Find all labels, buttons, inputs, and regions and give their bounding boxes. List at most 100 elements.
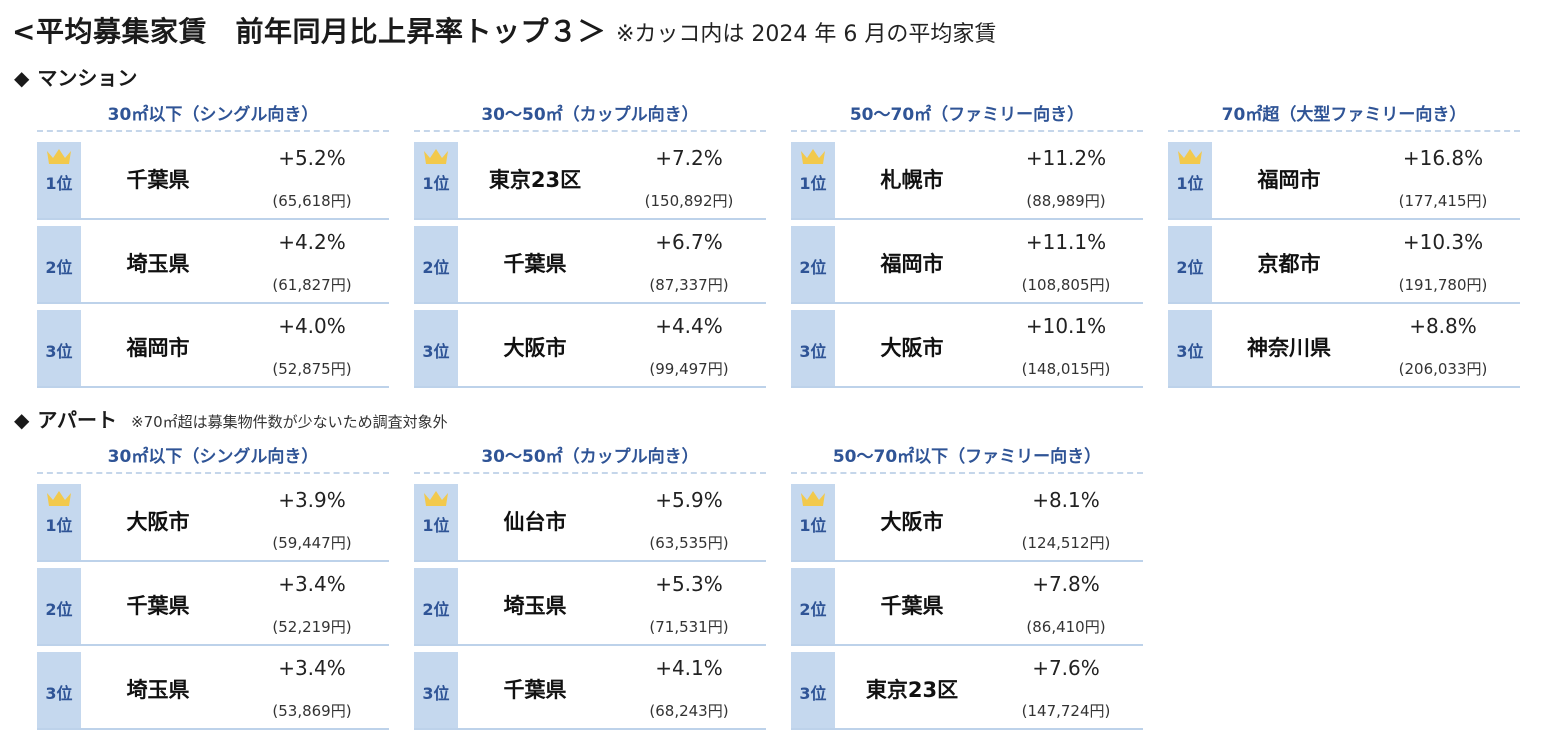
table-row: 3位 埼玉県 +3.4% (53,869円) bbox=[37, 652, 389, 730]
table-row: 1位 札幌市 +11.2% (88,989円) bbox=[791, 142, 1143, 220]
rank-label: 1位 bbox=[799, 516, 827, 535]
average-rent: (86,410円) bbox=[1026, 618, 1106, 636]
rank-cell: 2位 bbox=[37, 226, 81, 302]
crown-icon bbox=[801, 491, 825, 506]
table-row: 2位 埼玉県 +5.3% (71,531円) bbox=[414, 568, 766, 646]
increase-rate: +5.2% bbox=[278, 146, 346, 170]
table-row: 1位 仙台市 +5.9% (63,535円) bbox=[414, 484, 766, 562]
title-note: ※カッコ内は 2024 年 6 月の平均家賃 bbox=[615, 22, 997, 47]
rank-cell: 3位 bbox=[791, 310, 835, 386]
page-title: <平均募集家賃 前年同月比上昇率トップ３＞ ※カッコ内は 2024 年 6 月の… bbox=[12, 10, 996, 50]
group-header: 70㎡超（大型ファミリー向き） bbox=[1168, 100, 1520, 132]
rank-cell: 1位 bbox=[414, 142, 458, 218]
increase-rate: +4.1% bbox=[655, 656, 723, 680]
table-row: 1位 東京23区 +7.2% (150,892円) bbox=[414, 142, 766, 220]
average-rent: (71,531円) bbox=[649, 618, 729, 636]
rank-cell: 2位 bbox=[1168, 226, 1212, 302]
rank-cell: 1位 bbox=[791, 484, 835, 560]
average-rent: (52,875円) bbox=[272, 360, 352, 378]
ranking-group: 30㎡以下（シングル向き） 1位 大阪市 +3.9% (59,447円) 2位 千葉県 +3.… bbox=[37, 442, 389, 736]
ranking-rows: 1位 福岡市 +16.8% (177,415円) 2位 京都市 +10.3% (191,780… bbox=[1168, 142, 1520, 388]
ranking-group: 30～50㎡（カップル向き） 1位 仙台市 +5.9% (63,535円) 2位 埼玉県 +5… bbox=[414, 442, 766, 736]
section-name: マンション bbox=[37, 66, 138, 90]
table-row: 3位 千葉県 +4.1% (68,243円) bbox=[414, 652, 766, 730]
table-row: 2位 埼玉県 +4.2% (61,827円) bbox=[37, 226, 389, 304]
average-rent: (68,243円) bbox=[649, 702, 729, 720]
city-name: 大阪市 bbox=[880, 510, 944, 534]
section-apart-label: ◆ アパート ※70㎡超は募集物件数が少ないため調査対象外 bbox=[14, 404, 448, 433]
ranking-rows: 1位 札幌市 +11.2% (88,989円) 2位 福岡市 +11.1% (108,805円… bbox=[791, 142, 1143, 388]
table-row: 1位 福岡市 +16.8% (177,415円) bbox=[1168, 142, 1520, 220]
table-row: 2位 千葉県 +6.7% (87,337円) bbox=[414, 226, 766, 304]
rank-cell: 2位 bbox=[414, 568, 458, 644]
group-header: 50～70㎡以下（ファミリー向き） bbox=[791, 442, 1143, 474]
increase-rate: +11.2% bbox=[1025, 146, 1107, 170]
rank-label: 3位 bbox=[422, 342, 450, 361]
increase-rate: +6.7% bbox=[655, 230, 723, 254]
increase-rate: +10.1% bbox=[1025, 314, 1107, 338]
increase-rate: +7.8% bbox=[1032, 572, 1100, 596]
average-rent: (108,805円) bbox=[1021, 276, 1111, 294]
table-row: 1位 千葉県 +5.2% (65,618円) bbox=[37, 142, 389, 220]
increase-rate: +3.4% bbox=[278, 572, 346, 596]
ranking-group: 30～50㎡（カップル向き） 1位 東京23区 +7.2% (150,892円) 2位 千葉… bbox=[414, 100, 766, 394]
rank-cell: 2位 bbox=[37, 568, 81, 644]
title-main: <平均募集家賃 前年同月比上昇率トップ３＞ bbox=[12, 15, 606, 48]
average-rent: (63,535円) bbox=[649, 534, 729, 552]
increase-rate: +3.4% bbox=[278, 656, 346, 680]
rank-label: 1位 bbox=[45, 174, 73, 193]
city-name: 千葉県 bbox=[880, 594, 944, 618]
rank-cell: 2位 bbox=[791, 226, 835, 302]
ranking-rows: 1位 千葉県 +5.2% (65,618円) 2位 埼玉県 +4.2% (61,827円) 3位… bbox=[37, 142, 389, 388]
rank-cell: 1位 bbox=[791, 142, 835, 218]
crown-icon bbox=[424, 149, 448, 164]
ranking-group: 50～70㎡以下（ファミリー向き） 1位 大阪市 +8.1% (124,512円) 2位 千… bbox=[791, 442, 1143, 736]
rank-label: 1位 bbox=[799, 174, 827, 193]
city-name: 千葉県 bbox=[126, 594, 190, 618]
table-row: 3位 大阪市 +10.1% (148,015円) bbox=[791, 310, 1143, 388]
increase-rate: +4.2% bbox=[278, 230, 346, 254]
rank-label: 1位 bbox=[422, 174, 450, 193]
rank-label: 3位 bbox=[422, 684, 450, 703]
rank-label: 2位 bbox=[799, 600, 827, 619]
rank-label: 1位 bbox=[1176, 174, 1204, 193]
table-row: 2位 千葉県 +7.8% (86,410円) bbox=[791, 568, 1143, 646]
table-row: 2位 福岡市 +11.1% (108,805円) bbox=[791, 226, 1143, 304]
average-rent: (88,989円) bbox=[1026, 192, 1106, 210]
rank-label: 2位 bbox=[422, 258, 450, 277]
crown-icon bbox=[47, 491, 71, 506]
increase-rate: +8.8% bbox=[1409, 314, 1477, 338]
ranking-rows: 1位 大阪市 +8.1% (124,512円) 2位 千葉県 +7.8% (86,410円) 3… bbox=[791, 484, 1143, 730]
average-rent: (99,497円) bbox=[649, 360, 729, 378]
ranking-rows: 1位 大阪市 +3.9% (59,447円) 2位 千葉県 +3.4% (52,219円) 3位… bbox=[37, 484, 389, 730]
city-name: 千葉県 bbox=[126, 168, 190, 192]
rank-cell: 3位 bbox=[414, 310, 458, 386]
city-name: 東京23区 bbox=[865, 678, 959, 702]
rank-cell: 3位 bbox=[1168, 310, 1212, 386]
crown-icon bbox=[801, 149, 825, 164]
rank-label: 3位 bbox=[45, 342, 73, 361]
rank-cell: 1位 bbox=[37, 484, 81, 560]
diamond-icon: ◆ bbox=[14, 66, 30, 90]
city-name: 札幌市 bbox=[880, 168, 944, 192]
rank-label: 1位 bbox=[45, 516, 73, 535]
increase-rate: +11.1% bbox=[1025, 230, 1107, 254]
table-row: 3位 大阪市 +4.4% (99,497円) bbox=[414, 310, 766, 388]
city-name: 大阪市 bbox=[503, 336, 567, 360]
table-row: 1位 大阪市 +3.9% (59,447円) bbox=[37, 484, 389, 562]
group-header: 30～50㎡（カップル向き） bbox=[414, 442, 766, 474]
group-header: 50～70㎡（ファミリー向き） bbox=[791, 100, 1143, 132]
group-header: 30㎡以下（シングル向き） bbox=[37, 442, 389, 474]
section-name: アパート bbox=[37, 408, 117, 432]
average-rent: (61,827円) bbox=[272, 276, 352, 294]
average-rent: (150,892円) bbox=[644, 192, 734, 210]
rank-cell: 3位 bbox=[414, 652, 458, 728]
rank-cell: 3位 bbox=[37, 310, 81, 386]
city-name: 神奈川県 bbox=[1247, 336, 1331, 360]
rank-label: 2位 bbox=[422, 600, 450, 619]
crown-icon bbox=[47, 149, 71, 164]
group-header: 30～50㎡（カップル向き） bbox=[414, 100, 766, 132]
increase-rate: +10.3% bbox=[1402, 230, 1484, 254]
table-row: 3位 福岡市 +4.0% (52,875円) bbox=[37, 310, 389, 388]
increase-rate: +16.8% bbox=[1402, 146, 1484, 170]
